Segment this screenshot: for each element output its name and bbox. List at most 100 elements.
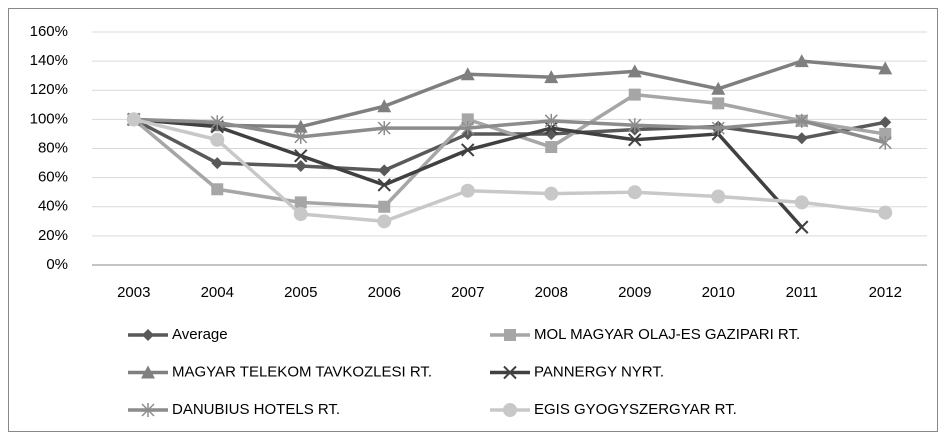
data-point-part: [377, 99, 392, 113]
data-point-part: [627, 185, 642, 200]
data-point-part: [210, 132, 225, 147]
legend-label: DANUBIUS HOTELS RT.: [172, 401, 340, 418]
legend-marker: [503, 365, 517, 380]
data-point: [878, 61, 893, 75]
data-point-part: [794, 195, 809, 210]
legend-marker: [504, 329, 516, 341]
data-point: [794, 195, 809, 210]
x-tick-label: 2011: [786, 284, 818, 301]
legend-entry: MOL MAGYAR OLAJ-ES GAZIPARI RT.: [490, 326, 800, 343]
data-point: [461, 143, 475, 157]
data-point: [377, 99, 392, 113]
legend-label: MAGYAR TELEKOM TAVKOZLESI RT.: [172, 363, 432, 380]
y-tick-label: 160%: [30, 23, 68, 40]
legend-marker: [141, 365, 155, 379]
data-point: [628, 118, 642, 133]
y-tick-label: 100%: [30, 110, 68, 127]
data-point: [544, 70, 559, 84]
legend-label: MOL MAGYAR OLAJ-ES GAZIPARI RT.: [534, 326, 800, 343]
legend-marker-shape: [141, 365, 155, 379]
data-point: [879, 127, 892, 140]
data-point-part: [544, 186, 559, 201]
data-point: [211, 157, 224, 170]
data-point-part: [628, 133, 642, 147]
legend-marker: [142, 329, 154, 341]
data-point-part: [378, 164, 391, 177]
data-point: [544, 186, 559, 201]
data-point-part: [878, 61, 893, 75]
legend-marker-shape: [142, 329, 154, 341]
data-point-part: [794, 54, 809, 68]
legend-marker-shape-part: [503, 403, 517, 417]
data-point: [293, 119, 308, 133]
legend-label: Average: [172, 326, 228, 343]
data-point-part: [879, 127, 892, 140]
y-tick-label: 0%: [46, 256, 68, 273]
data-point-part: [293, 207, 308, 222]
data-point: [210, 115, 224, 130]
x-tick-label: 2009: [618, 284, 651, 301]
y-tick-label: 40%: [38, 198, 68, 215]
data-point-part: [460, 67, 475, 81]
x-tick-label: 2006: [368, 284, 401, 301]
data-point: [795, 220, 809, 234]
y-tick-label: 120%: [30, 81, 68, 98]
legend-label: PANNERGY NYRT.: [534, 363, 664, 380]
x-tick-label: 2012: [869, 284, 902, 301]
data-point-part: [377, 178, 391, 192]
x-tick-label: 2005: [284, 284, 317, 301]
data-point: [795, 132, 808, 145]
data-point-part: [628, 88, 641, 101]
data-point: [628, 133, 642, 147]
data-point-part: [878, 205, 893, 220]
data-point: [377, 121, 391, 136]
data-point: [627, 64, 642, 78]
data-point: [461, 113, 474, 126]
x-tick-label: 2003: [117, 284, 150, 301]
data-point: [126, 112, 141, 127]
data-point: [377, 214, 392, 229]
data-point-part: [712, 97, 725, 110]
series-line: [133, 117, 886, 145]
legend-marker-shape-part: [142, 329, 154, 341]
legend-entry: PANNERGY NYRT.: [490, 363, 664, 380]
series-line: [133, 59, 886, 129]
y-tick-label: 20%: [38, 227, 68, 244]
legend-label: EGIS GYOGYSZERGYAR RT.: [534, 401, 737, 418]
data-point: [294, 196, 307, 209]
legend-entry: DANUBIUS HOTELS RT.: [128, 401, 340, 418]
legend-marker: [503, 403, 517, 417]
data-point: [711, 189, 726, 204]
data-point-part: [294, 159, 307, 172]
data-point-part: [544, 70, 559, 84]
legend-entry: Average: [128, 326, 228, 343]
data-point-part: [711, 81, 726, 95]
legend-marker-shape: [504, 329, 516, 341]
data-point: [794, 54, 809, 68]
x-tick-label: 2007: [451, 284, 484, 301]
data-point-part: [377, 214, 392, 229]
data-point-part: [627, 64, 642, 78]
data-point: [878, 205, 893, 220]
data-point: [294, 129, 308, 144]
data-point-part: [460, 183, 475, 198]
data-point: [628, 88, 641, 101]
legend-marker: [141, 403, 155, 417]
data-point-part: [461, 113, 474, 126]
data-point-part: [294, 149, 308, 163]
data-point: [460, 67, 475, 81]
data-point-part: [126, 112, 141, 127]
legend-marker-shape: [141, 403, 155, 417]
data-point-part: [378, 200, 391, 213]
data-point-part: [795, 220, 809, 234]
data-point: [210, 132, 225, 147]
data-point: [627, 185, 642, 200]
data-point: [378, 164, 391, 177]
legend-marker-shape-part: [504, 329, 516, 341]
data-point-part: [879, 116, 892, 129]
data-point-part: [211, 157, 224, 170]
x-tick-label: 2010: [702, 284, 735, 301]
legend-marker-shape: [503, 403, 517, 417]
x-tick-label: 2004: [201, 284, 234, 301]
